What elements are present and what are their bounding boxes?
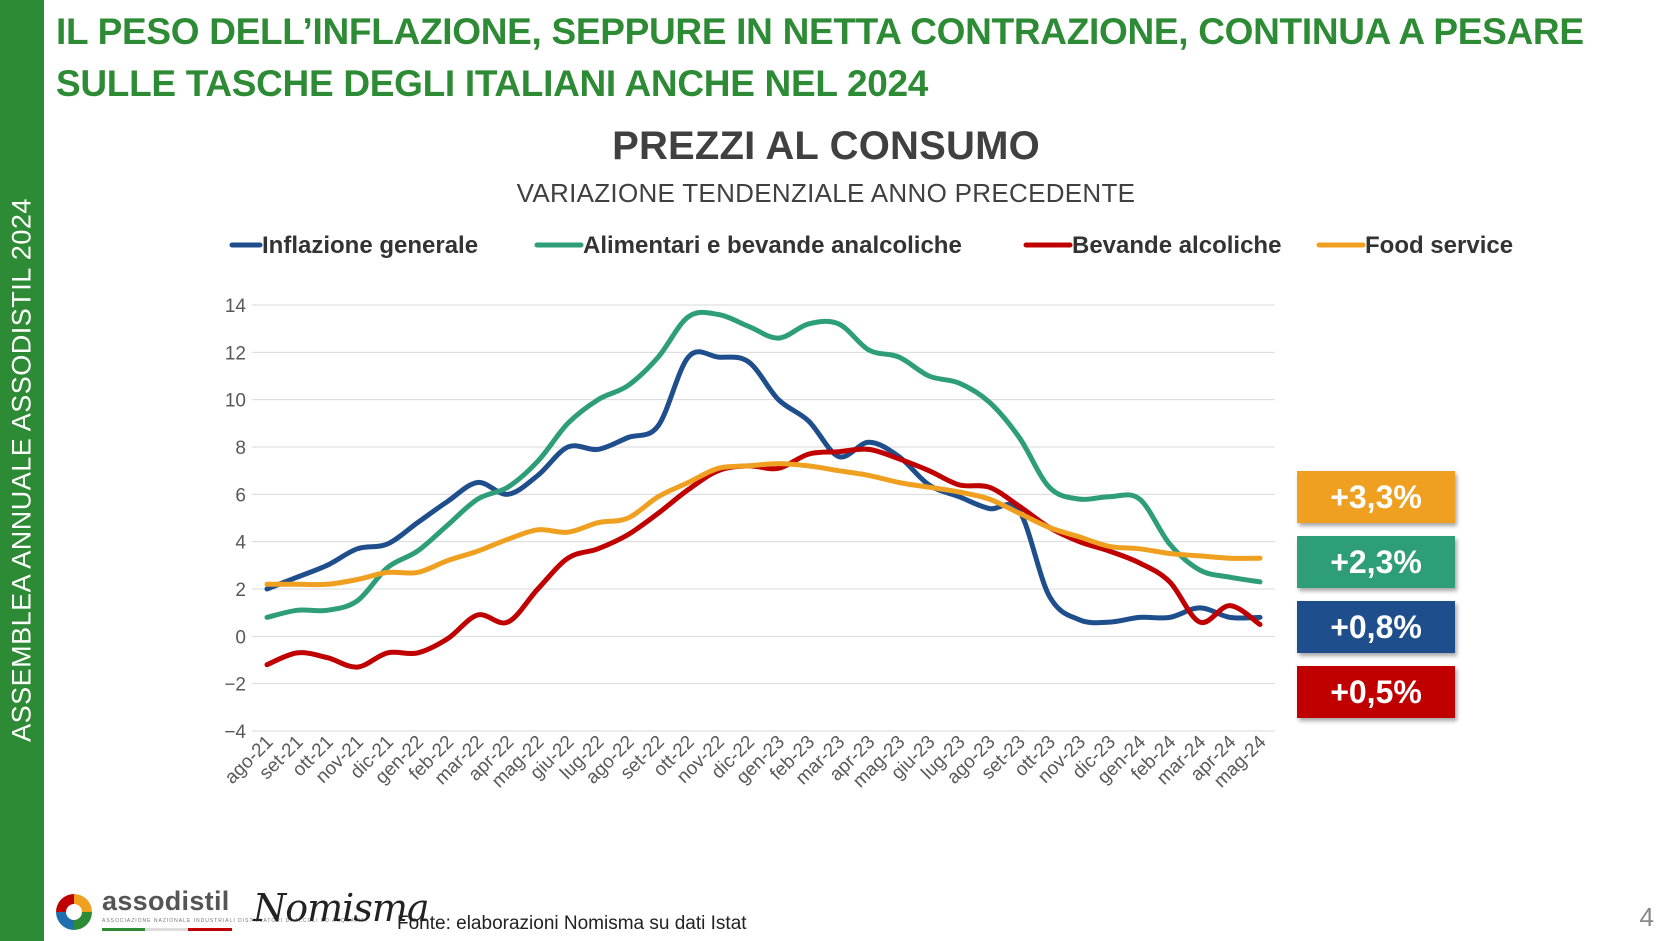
legend-label: Food service: [1365, 232, 1513, 259]
y-tick-label: 0: [235, 627, 246, 648]
end-label-food-service: +3,3%: [1297, 471, 1455, 523]
italian-flag-bar: [102, 928, 232, 931]
headline-line-2: SULLE TASCHE DEGLI ITALIANI ANCHE NEL 20…: [56, 63, 929, 104]
legend-label: Bevande alcoliche: [1072, 232, 1281, 259]
page-number: 4: [1639, 902, 1654, 932]
headline: IL PESO DELL’INFLAZIONE, SEPPURE IN NETT…: [56, 6, 1656, 110]
y-tick-label: 14: [225, 296, 247, 317]
series-line-inflazione-generale: [264, 349, 1263, 626]
end-label-alimentari: +2,3%: [1297, 536, 1455, 588]
y-tick-label: 10: [225, 391, 246, 412]
assodistil-subtitle: ASSOCIAZIONE NAZIONALE INDUSTRIALI DISTI…: [102, 918, 368, 924]
series-line-bevande-alcoliche: [264, 446, 1263, 670]
nomisma-logo: Nomisma: [253, 886, 430, 930]
series-line-alimentari-e-bevande-analcoliche: [264, 309, 1263, 620]
chart-subtitle: VARIAZIONE TENDENZIALE ANNO PRECEDENTE: [516, 178, 1136, 208]
y-tick-label: 4: [235, 533, 246, 554]
y-tick-label: −4: [224, 722, 246, 743]
assodistil-logo-icon: [56, 894, 92, 930]
y-tick-label: 2: [235, 580, 246, 601]
assodistil-logo: assodistil ASSOCIAZIONE NAZIONALE INDUST…: [52, 886, 367, 938]
end-label-bevande-alcoliche: +0,5%: [1297, 666, 1455, 718]
y-tick-label: 6: [235, 485, 246, 506]
y-tick-label: −2: [224, 675, 246, 696]
end-label-inflazione: +0,8%: [1297, 601, 1455, 653]
source-note: Fonte: elaborazioni Nomisma su dati Ista…: [397, 913, 747, 934]
y-tick-label: 12: [225, 343, 246, 364]
legend-label: Inflazione generale: [262, 232, 478, 259]
y-tick-label: 8: [235, 438, 246, 459]
series-line-food-service: [264, 461, 1263, 588]
headline-line-1: IL PESO DELL’INFLAZIONE, SEPPURE IN NETT…: [56, 11, 1584, 52]
assodistil-wordmark: assodistil: [102, 886, 230, 916]
sidebar-band: ASSEMBLEA ANNUALE ASSODISTIL 2024: [0, 0, 44, 941]
chart-title: PREZZI AL CONSUMO: [612, 124, 1040, 168]
legend-label: Alimentari e bevande analcoliche: [583, 232, 962, 259]
